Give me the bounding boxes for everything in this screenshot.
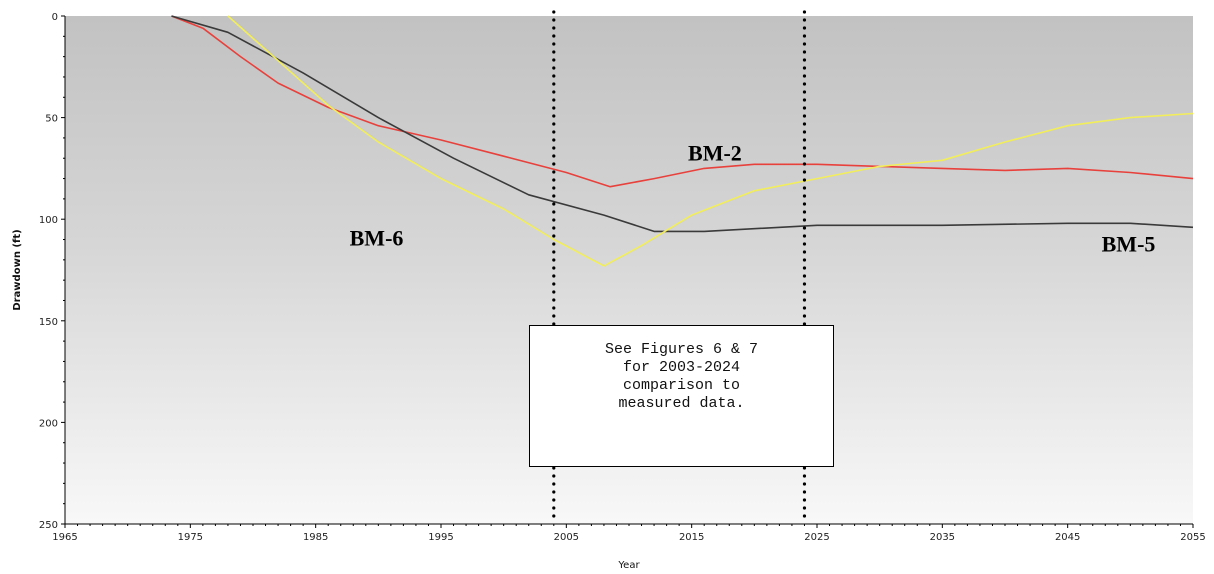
x-tick-label: 2005: [554, 532, 579, 543]
series-label-bm-2: BM-2: [688, 140, 742, 165]
x-tick-label: 1975: [178, 532, 203, 543]
labels-layer: BM-2 BM-5 BM-6: [350, 140, 1156, 256]
annotation-note-text: See Figures 6 & 7 for 2003-2024 comparis…: [604, 341, 759, 412]
y-tick-label: 0: [52, 12, 58, 23]
series-label-bm-6: BM-6: [350, 226, 404, 251]
x-tick-label: 1965: [52, 532, 77, 543]
x-tick-label: 2045: [1055, 532, 1080, 543]
series-line-bm-6: [227, 15, 1194, 267]
y-tick-label: 100: [39, 215, 58, 226]
axes: 1965 1975 1985 1995 2005 2015 2025 2035 2045 2055…: [12, 12, 1206, 571]
x-tick-label: 2025: [804, 532, 829, 543]
y-tick-label: 150: [39, 317, 58, 328]
x-tick-label: 2035: [930, 532, 955, 543]
y-tick-label: 200: [39, 418, 58, 429]
y-tick-label: 250: [39, 520, 58, 531]
series-line-bm-2: [171, 15, 1194, 188]
annotation-note-box: See Figures 6 & 7 for 2003-2024 comparis…: [529, 325, 834, 467]
series-layer: [171, 15, 1194, 267]
x-tick-label: 2015: [679, 532, 704, 543]
y-tick-label: 50: [45, 114, 58, 125]
series-line-bm-5: [171, 15, 1194, 233]
y-axis-title: Drawdown (ft): [12, 229, 23, 310]
series-label-bm-5: BM-5: [1102, 232, 1156, 257]
x-axis-title: Year: [617, 560, 640, 571]
x-tick-label: 2055: [1180, 532, 1205, 543]
x-tick-label: 1985: [303, 532, 328, 543]
x-tick-label: 1995: [428, 532, 453, 543]
